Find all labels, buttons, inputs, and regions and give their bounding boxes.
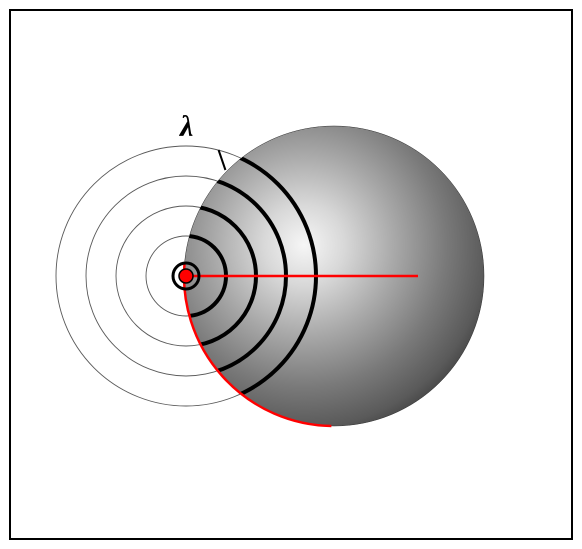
lambda-label: λ: [180, 110, 193, 144]
lambda-tick: [219, 150, 226, 170]
source-dot: [179, 269, 193, 283]
diagram-svg: [0, 0, 582, 549]
